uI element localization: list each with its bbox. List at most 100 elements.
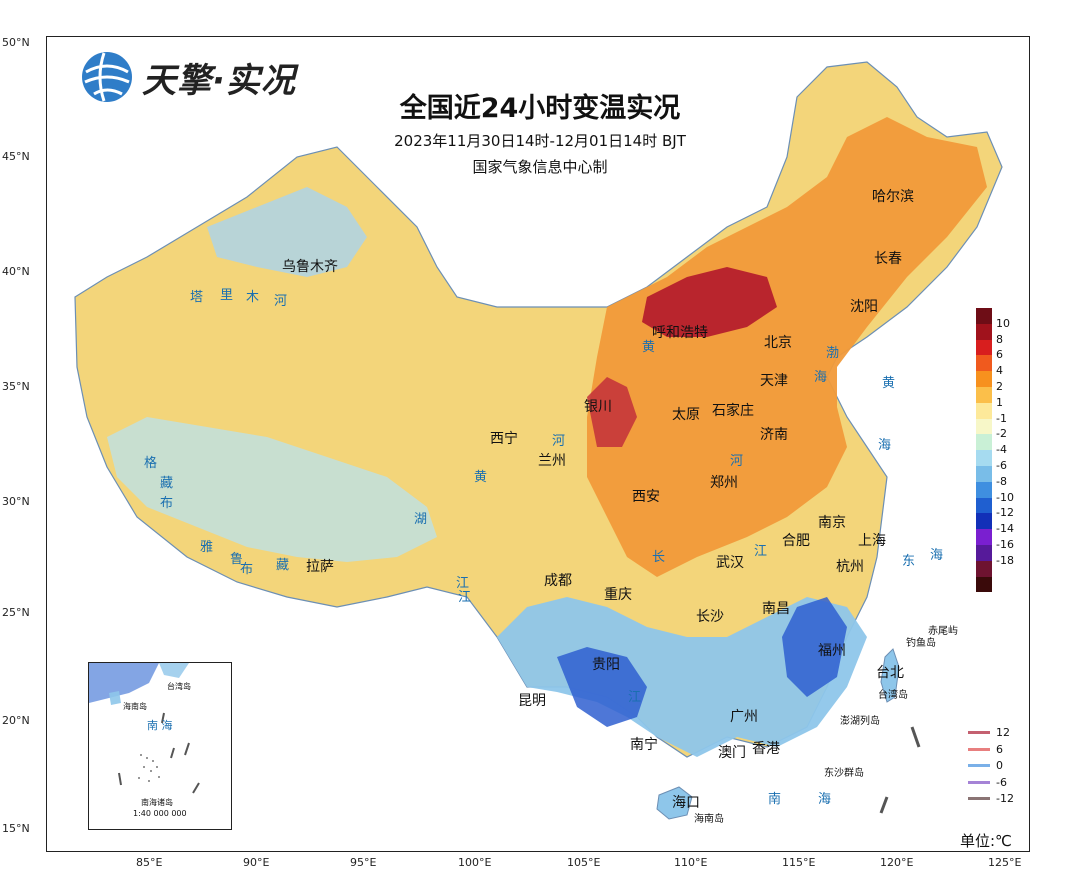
lon-tick-85: 85°E <box>136 856 163 869</box>
lon-tick-90: 90°E <box>243 856 270 869</box>
colorbar-cell <box>976 481 992 498</box>
map-title: 全国近24小时变温实况 <box>399 93 681 124</box>
cool-zone-tibet <box>107 417 437 562</box>
colorbar-cell <box>976 434 992 451</box>
sea-label: 海 <box>878 438 892 453</box>
island-label: 台湾岛 <box>878 690 908 701</box>
inset-label-hainan: 海南岛 <box>123 702 147 711</box>
contour-legend-swatch <box>968 747 990 751</box>
river-label: 长 <box>652 550 666 565</box>
river-label: 江 <box>754 544 768 559</box>
contour-legend-label: -12 <box>996 792 1014 805</box>
inset-map <box>89 663 200 794</box>
city-label: 沈阳 <box>850 299 878 315</box>
colorbar-tick-label: 6 <box>996 348 1003 362</box>
sea-label: 海 <box>818 792 832 807</box>
river-label: 江 <box>458 590 472 605</box>
river-label: 江 <box>628 690 642 705</box>
river-label: 格 <box>144 456 158 471</box>
river-label: 河 <box>730 454 744 469</box>
river-label: 布 <box>240 562 254 577</box>
city-label: 南京 <box>818 515 846 531</box>
contour-legend-swatch <box>968 797 990 800</box>
lon-tick-125: 125°E <box>988 856 1022 869</box>
city-label: 武汉 <box>716 555 744 571</box>
island-label: 钓鱼岛 <box>906 638 936 649</box>
map-producer: 国家气象信息中心制 <box>472 158 608 176</box>
lon-tick-95: 95°E <box>350 856 377 869</box>
city-label: 长沙 <box>696 609 724 625</box>
city-label: 澳门 <box>718 745 746 761</box>
hainan-island <box>656 786 693 820</box>
city-label: 西宁 <box>490 431 518 447</box>
colorbar-tick-label: -10 <box>996 490 1014 504</box>
city-label: 长春 <box>874 251 902 267</box>
south-china-sea-inset: 台湾岛 海南岛 南 海 南海诸岛 1:40 000 000 <box>88 662 232 830</box>
lat-tick-50: 50°N <box>2 36 30 49</box>
river-label: 海 <box>814 370 828 385</box>
city-label: 上海 <box>858 533 886 549</box>
colorbar-tick-label: 4 <box>996 364 1003 378</box>
contour-legend-row: 12 <box>968 726 1038 739</box>
lon-tick-110: 110°E <box>674 856 708 869</box>
river-label: 里 <box>220 288 234 303</box>
contour-legend-swatch <box>968 731 990 734</box>
city-label: 昆明 <box>518 693 546 709</box>
colorbar-cell <box>976 544 992 561</box>
city-label: 成都 <box>544 573 572 589</box>
city-label: 北京 <box>764 335 792 351</box>
brand-logo: 天擎·实况 <box>80 50 296 104</box>
sea-label: 东 <box>902 554 916 569</box>
boundary-dash-2 <box>879 796 889 814</box>
city-label: 呼和浩特 <box>652 325 708 341</box>
river-label: 木 <box>246 290 260 305</box>
lat-tick-30: 30°N <box>2 495 30 508</box>
city-label: 太原 <box>672 407 700 423</box>
lat-tick-45: 45°N <box>2 150 30 163</box>
colorbar-cell <box>976 371 992 387</box>
river-label: 雅 <box>200 540 214 555</box>
city-label: 哈尔滨 <box>872 189 914 205</box>
colorbar-cell <box>976 323 992 340</box>
cold-core-guizhou <box>557 647 647 727</box>
colorbar-cell <box>976 308 992 324</box>
city-label: 重庆 <box>604 587 632 603</box>
colorbar-tick-label: 1 <box>996 395 1003 409</box>
city-label: 杭州 <box>836 559 864 575</box>
unit-label: 单位:℃ <box>960 832 1012 850</box>
lon-tick-105: 105°E <box>567 856 601 869</box>
taiwan-island <box>880 648 900 703</box>
contour-legend-row: 6 <box>968 743 1038 756</box>
colorbar-tick-label: -1 <box>996 411 1007 425</box>
colorbar-tick-label: 10 <box>996 316 1010 330</box>
colorbar-tick-label: -8 <box>996 474 1007 488</box>
city-label: 香港 <box>752 741 780 757</box>
river-label: 河 <box>274 294 288 309</box>
city-label: 广州 <box>730 709 758 725</box>
river-label: 塔 <box>190 290 204 305</box>
sea-label: 南 <box>768 792 782 807</box>
colorbar-cell <box>976 402 992 419</box>
river-label: 江 <box>456 576 470 591</box>
colorbar-tick-label: -4 <box>996 443 1007 457</box>
city-label: 拉萨 <box>306 559 334 575</box>
inset-label-islands: 南海诸岛 <box>141 798 173 807</box>
hot-core-gansu <box>587 377 637 447</box>
city-label: 济南 <box>760 427 788 443</box>
contour-legend-row: -6 <box>968 776 1038 789</box>
inset-label-taiwan: 台湾岛 <box>167 682 191 691</box>
colorbar-cell <box>976 560 992 577</box>
lat-tick-40: 40°N <box>2 265 30 278</box>
contour-legend-row: -12 <box>968 792 1038 805</box>
island-label: 澎湖列岛 <box>840 716 880 727</box>
inset-label-scale: 1:40 000 000 <box>133 809 187 818</box>
city-label: 合肥 <box>782 533 810 549</box>
colorbar-tick-label: 8 <box>996 332 1003 346</box>
river-label: 鲁 <box>230 552 244 567</box>
colorbar-cell <box>976 450 992 466</box>
colorbar <box>976 308 992 593</box>
warm-zone-north <box>587 117 987 577</box>
cool-zone-south <box>497 597 867 757</box>
contour-legend-swatch <box>968 780 990 784</box>
island-label: 赤尾屿 <box>928 626 958 637</box>
